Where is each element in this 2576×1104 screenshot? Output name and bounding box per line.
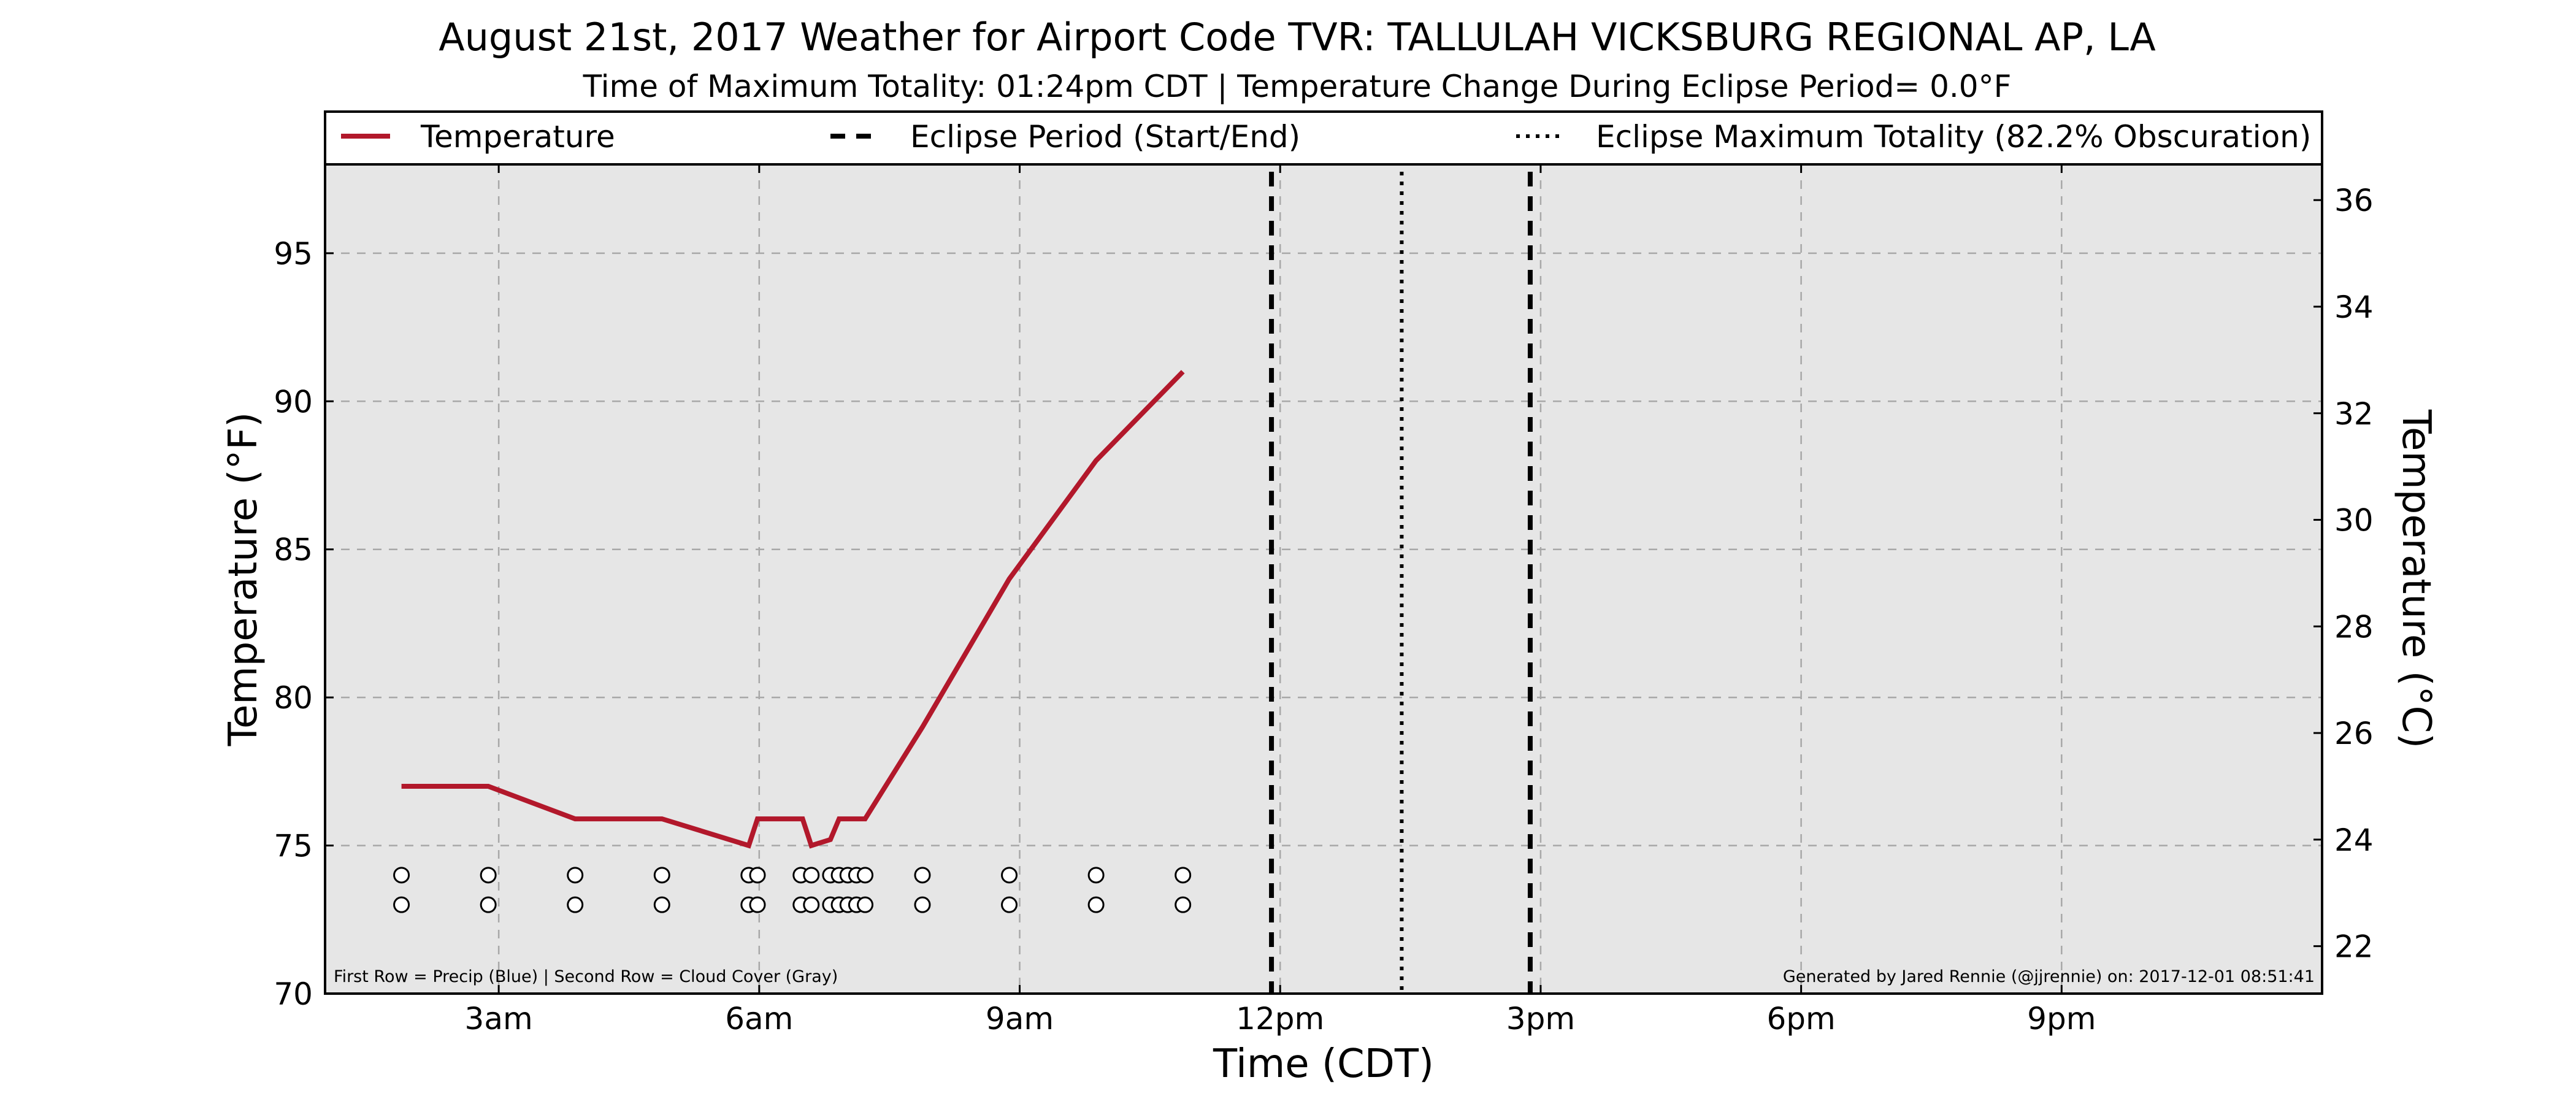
cloud-cover-marker [567, 896, 584, 913]
y-right-tick-label: 28 [2334, 609, 2374, 645]
chart-title: August 21st, 2017 Weather for Airport Co… [439, 15, 2156, 59]
cloud-cover-marker [1087, 896, 1105, 913]
observation-markers [393, 867, 1192, 913]
y-right-tick-label: 34 [2334, 289, 2374, 325]
y-tick-label: 70 [274, 976, 313, 1012]
cloud-cover-marker [857, 896, 874, 913]
cloud-cover-marker [393, 896, 410, 913]
precip-marker [749, 867, 766, 884]
x-tick-label: 3am [465, 1001, 533, 1037]
y-axis-label-right: Temperature (°C) [2393, 409, 2439, 748]
cloud-cover-marker [749, 896, 766, 913]
y-tick-label: 95 [274, 236, 313, 272]
x-axis-label: Time (CDT) [1213, 1041, 1434, 1087]
legend-label-eclipse-max: Eclipse Maximum Totality (82.2% Obscurat… [1596, 119, 2311, 155]
legend-label-eclipse-period: Eclipse Period (Start/End) [910, 119, 1300, 155]
x-tick-label: 6pm [1766, 1001, 1835, 1037]
x-tick-label: 6am [725, 1001, 793, 1037]
cloud-cover-marker [914, 896, 931, 913]
legend: Temperature Eclipse Period (Start/End) E… [324, 110, 2323, 166]
eclipse-lines [1269, 172, 1533, 994]
footnote-legend-rows: First Row = Precip (Blue) | Second Row =… [334, 967, 838, 986]
x-tick-label: 3pm [1506, 1001, 1575, 1037]
series-layer [401, 370, 1185, 849]
precip-marker [914, 867, 931, 884]
precip-marker [393, 867, 410, 884]
y-tick-label: 90 [274, 384, 313, 420]
legend-label-temperature: Temperature [420, 119, 615, 155]
footnote-generated-by: Generated by Jared Rennie (@jjrennie) on… [1783, 967, 2315, 986]
precip-marker [653, 867, 670, 884]
y-right-tick-label: 30 [2334, 503, 2374, 539]
y-right-tick-label: 36 [2334, 183, 2374, 218]
y-tick-label: 85 [274, 532, 313, 568]
precip-marker [1175, 867, 1192, 884]
precip-marker [480, 867, 497, 884]
y-right-tick-label: 32 [2334, 396, 2374, 432]
cloud-cover-marker [1001, 896, 1018, 913]
temperature-line [401, 370, 1185, 849]
y-tick-label: 80 [274, 680, 313, 716]
precip-marker [1087, 867, 1105, 884]
cloud-cover-marker [803, 896, 820, 913]
y-tick-label: 75 [274, 829, 313, 864]
precip-marker [803, 867, 820, 884]
precip-marker [567, 867, 584, 884]
cloud-cover-marker [653, 896, 670, 913]
legend-box [324, 110, 2323, 166]
y-right-tick-label: 26 [2334, 716, 2374, 751]
precip-marker [1001, 867, 1018, 884]
x-tick-label: 9pm [2027, 1001, 2096, 1037]
cloud-cover-marker [1175, 896, 1192, 913]
grid-lines [325, 164, 2322, 994]
y-axis-label: Temperature (°F) [221, 412, 266, 747]
precip-marker [857, 867, 874, 884]
cloud-cover-marker [480, 896, 497, 913]
plot-area [325, 164, 2322, 994]
chart-subtitle: Time of Maximum Totality: 01:24pm CDT | … [583, 69, 2012, 104]
y-right-tick-label: 24 [2334, 822, 2374, 858]
x-tick-label: 9am [986, 1001, 1054, 1037]
axis-ticks: 3am 6am 9am 12pm 3pm 6pm 9pm 70 75 80 85 90 95 22 24 26… [274, 164, 2374, 1037]
y-right-tick-label: 22 [2334, 929, 2374, 965]
x-tick-label: 12pm [1236, 1001, 1324, 1037]
